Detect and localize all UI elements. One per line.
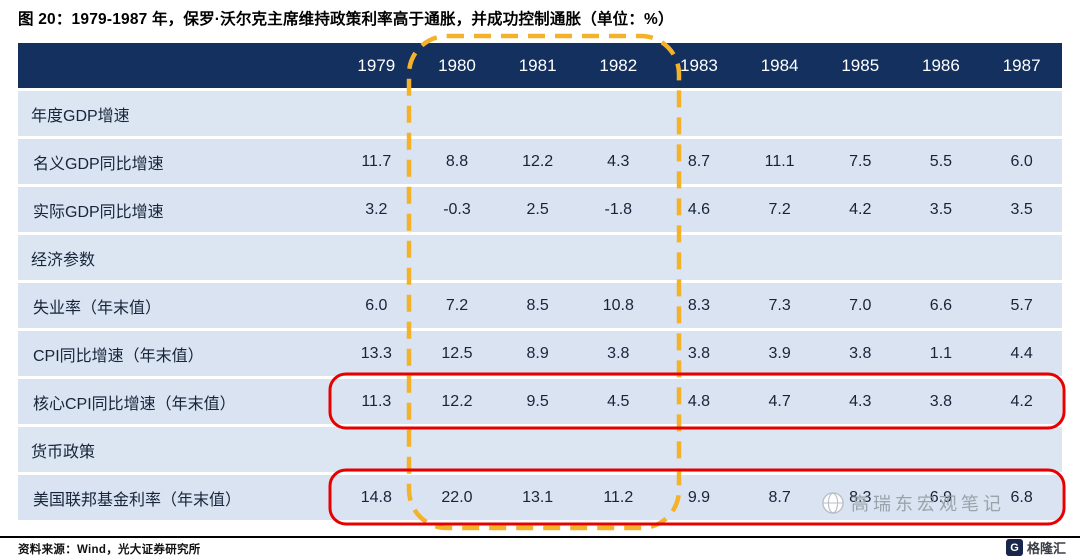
cell: 8.7 <box>658 139 740 184</box>
cell: 7.5 <box>819 139 901 184</box>
cell: 11.2 <box>577 475 659 520</box>
cell: 7.2 <box>739 187 820 232</box>
cell: 8.5 <box>497 283 578 328</box>
table-row-unemployment: 失业率（年末值） 6.0 7.2 8.5 10.8 8.3 7.3 7.0 6.… <box>18 283 1062 328</box>
gelonghui-logo: G 格隆汇 <box>1005 538 1066 557</box>
section-label: 年度GDP增速 <box>18 91 1062 136</box>
cell: 4.7 <box>739 379 820 424</box>
cell: 5.5 <box>900 139 982 184</box>
cell: 8.9 <box>497 331 578 376</box>
cell: 14.8 <box>336 475 417 520</box>
cell: 11.7 <box>336 139 417 184</box>
year-header: 1986 <box>900 43 982 88</box>
section-row-econ-params: 经济参数 <box>18 235 1062 280</box>
cell: 3.8 <box>658 331 740 376</box>
globe-icon <box>822 492 844 514</box>
header-corner <box>18 43 336 88</box>
cell: -1.8 <box>577 187 659 232</box>
cell: 4.6 <box>658 187 740 232</box>
cell: 11.3 <box>336 379 417 424</box>
cell: 9.9 <box>658 475 740 520</box>
year-header-row: 1979 1980 1981 1982 1983 1984 1985 1986 … <box>18 43 1062 88</box>
section-label: 经济参数 <box>18 235 1062 280</box>
cell: 4.4 <box>981 331 1062 376</box>
year-header: 1987 <box>981 43 1062 88</box>
cell: 7.0 <box>819 283 901 328</box>
cell: 7.3 <box>739 283 820 328</box>
macro-table: 1979 1980 1981 1982 1983 1984 1985 1986 … <box>18 40 1062 523</box>
cell: 4.2 <box>981 379 1062 424</box>
row-label: 失业率（年末值） <box>18 283 336 328</box>
table-row-core-cpi: 核心CPI同比增速（年末值） 11.3 12.2 9.5 4.5 4.8 4.7… <box>18 379 1062 424</box>
cell: 12.5 <box>416 331 498 376</box>
cell: 10.8 <box>577 283 659 328</box>
table-row-real-gdp: 实际GDP同比增速 3.2 -0.3 2.5 -1.8 4.6 7.2 4.2 … <box>18 187 1062 232</box>
data-table: 1979 1980 1981 1982 1983 1984 1985 1986 … <box>18 40 1062 523</box>
cell: 12.2 <box>497 139 578 184</box>
year-header: 1984 <box>739 43 820 88</box>
row-label: 美国联邦基金利率（年末值） <box>18 475 336 520</box>
cell: 7.2 <box>416 283 498 328</box>
watermark: 高瑞东宏观笔记 <box>822 490 1005 516</box>
cell: 3.9 <box>739 331 820 376</box>
cell: 4.5 <box>577 379 659 424</box>
cell: -0.3 <box>416 187 498 232</box>
cell: 3.8 <box>577 331 659 376</box>
watermark-text: 高瑞东宏观笔记 <box>851 494 1005 514</box>
cell: 13.1 <box>497 475 578 520</box>
cell: 4.3 <box>819 379 901 424</box>
year-header: 1981 <box>497 43 578 88</box>
cell: 8.3 <box>658 283 740 328</box>
row-label: 名义GDP同比增速 <box>18 139 336 184</box>
cell: 8.7 <box>739 475 820 520</box>
cell: 8.8 <box>416 139 498 184</box>
cell: 3.8 <box>900 379 982 424</box>
cell: 22.0 <box>416 475 498 520</box>
section-label: 货币政策 <box>18 427 1062 472</box>
cell: 3.2 <box>336 187 417 232</box>
year-header: 1980 <box>416 43 498 88</box>
cell: 6.0 <box>336 283 417 328</box>
cell: 3.5 <box>981 187 1062 232</box>
row-label: CPI同比增速（年末值） <box>18 331 336 376</box>
row-label: 核心CPI同比增速（年末值） <box>18 379 336 424</box>
figure-title: 图 20：1979-1987 年，保罗·沃尔克主席维持政策利率高于通胀，并成功控… <box>18 11 674 28</box>
gelonghui-icon: G <box>1005 539 1023 556</box>
cell: 4.3 <box>577 139 659 184</box>
year-header: 1979 <box>336 43 417 88</box>
cell: 6.0 <box>981 139 1062 184</box>
table-row-cpi: CPI同比增速（年末值） 13.3 12.5 8.9 3.8 3.8 3.9 3… <box>18 331 1062 376</box>
cell: 4.8 <box>658 379 740 424</box>
cell: 5.7 <box>981 283 1062 328</box>
cell: 11.1 <box>739 139 820 184</box>
gelonghui-logo-text: 格隆汇 <box>1026 541 1066 556</box>
row-label: 实际GDP同比增速 <box>18 187 336 232</box>
year-header: 1983 <box>658 43 740 88</box>
cell: 3.8 <box>819 331 901 376</box>
section-row-gdp: 年度GDP增速 <box>18 91 1062 136</box>
source-note: 资料来源：Wind，光大证券研究所 <box>18 544 201 556</box>
section-row-monetary-policy: 货币政策 <box>18 427 1062 472</box>
cell: 12.2 <box>416 379 498 424</box>
year-header: 1982 <box>577 43 659 88</box>
footer-divider <box>0 536 1080 538</box>
cell: 2.5 <box>497 187 578 232</box>
table-row-nominal-gdp: 名义GDP同比增速 11.7 8.8 12.2 4.3 8.7 11.1 7.5… <box>18 139 1062 184</box>
year-header: 1985 <box>819 43 901 88</box>
cell: 13.3 <box>336 331 417 376</box>
cell: 4.2 <box>819 187 901 232</box>
cell: 9.5 <box>497 379 578 424</box>
cell: 1.1 <box>900 331 982 376</box>
cell: 3.5 <box>900 187 982 232</box>
cell: 6.6 <box>900 283 982 328</box>
